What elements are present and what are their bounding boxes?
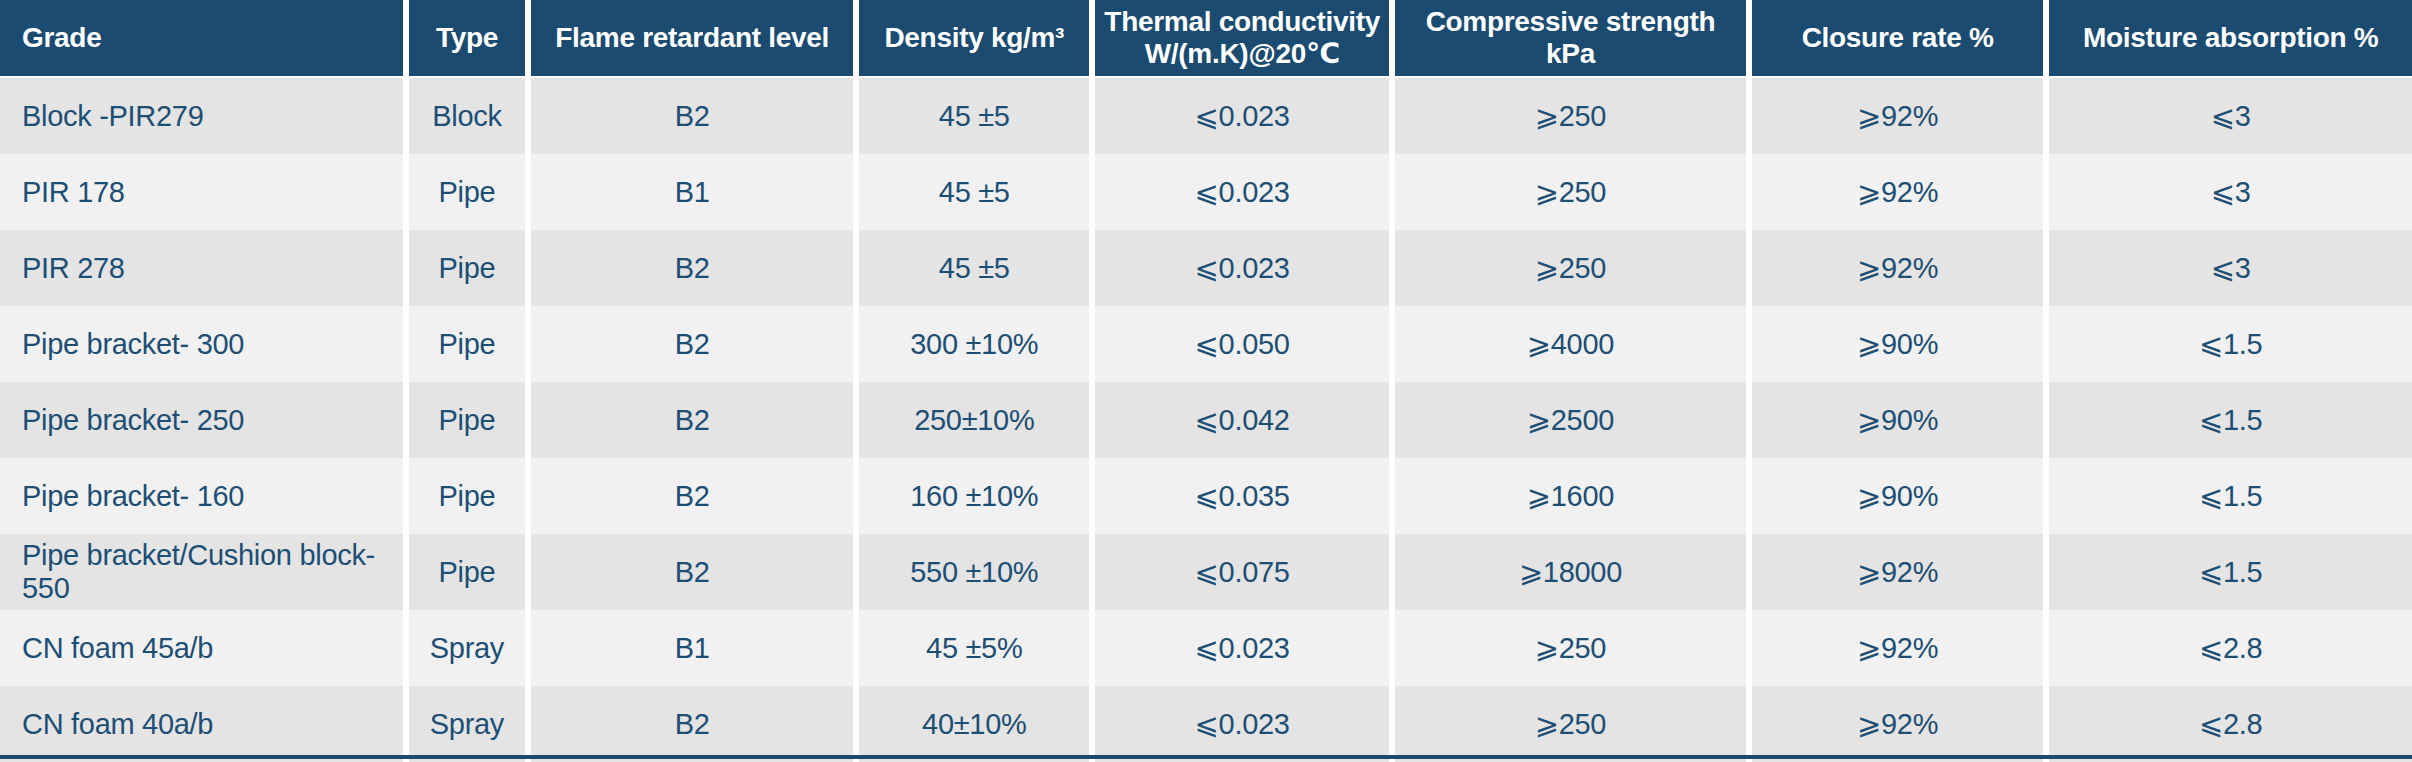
header-grade: Grade <box>0 0 403 78</box>
cell-thermal-conductivity: ⩽0.075 <box>1095 534 1389 610</box>
cell-closure-rate: ⩾92% <box>1752 686 2044 762</box>
cell-moisture-absorption: ⩽2.8 <box>2049 610 2412 686</box>
cell-compressive-strength: ⩾250 <box>1395 686 1746 762</box>
cell-compressive-strength: ⩾1600 <box>1395 458 1746 534</box>
cell-thermal-conductivity: ⩽0.042 <box>1095 382 1389 458</box>
cell-compressive-strength: ⩾2500 <box>1395 382 1746 458</box>
cell-compressive-strength: ⩾250 <box>1395 610 1746 686</box>
spec-table: Grade Type Flame retardant level Density… <box>0 0 2412 762</box>
cell-density: 45 ±5 <box>859 154 1089 230</box>
cell-closure-rate: ⩾92% <box>1752 610 2044 686</box>
cell-type: Pipe <box>409 534 525 610</box>
cell-closure-rate: ⩾92% <box>1752 154 2044 230</box>
cell-moisture-absorption: ⩽1.5 <box>2049 382 2412 458</box>
cell-type: Pipe <box>409 382 525 458</box>
cell-grade: Pipe bracket- 300 <box>0 306 403 382</box>
cell-thermal-conductivity: ⩽0.023 <box>1095 686 1389 762</box>
header-compressive-strength: Compressive strength kPa <box>1395 0 1746 78</box>
cell-moisture-absorption: ⩽3 <box>2049 78 2412 154</box>
cell-moisture-absorption: ⩽3 <box>2049 154 2412 230</box>
cell-closure-rate: ⩾90% <box>1752 382 2044 458</box>
cell-density: 45 ±5 <box>859 230 1089 306</box>
cell-compressive-strength: ⩾4000 <box>1395 306 1746 382</box>
cell-moisture-absorption: ⩽1.5 <box>2049 534 2412 610</box>
header-density: Density kg/m³ <box>859 0 1089 78</box>
cell-grade: CN foam 45a/b <box>0 610 403 686</box>
table-header: Grade Type Flame retardant level Density… <box>0 0 2412 78</box>
cell-grade: Pipe bracket/Cushion block- 550 <box>0 534 403 610</box>
cell-closure-rate: ⩾92% <box>1752 230 2044 306</box>
cell-type: Pipe <box>409 306 525 382</box>
cell-flame-retardant-level: B1 <box>531 154 853 230</box>
cell-density: 300 ±10% <box>859 306 1089 382</box>
cell-grade: Pipe bracket- 250 <box>0 382 403 458</box>
table-row: Pipe bracket- 160 Pipe B2 160 ±10% ⩽0.03… <box>0 458 2412 534</box>
header-moisture-absorption: Moisture absorption % <box>2049 0 2412 78</box>
cell-closure-rate: ⩾90% <box>1752 306 2044 382</box>
cell-type: Pipe <box>409 230 525 306</box>
cell-compressive-strength: ⩾18000 <box>1395 534 1746 610</box>
cell-density: 40±10% <box>859 686 1089 762</box>
cell-density: 250±10% <box>859 382 1089 458</box>
cell-moisture-absorption: ⩽1.5 <box>2049 458 2412 534</box>
table-row: Pipe bracket- 250 Pipe B2 250±10% ⩽0.042… <box>0 382 2412 458</box>
cell-thermal-conductivity: ⩽0.035 <box>1095 458 1389 534</box>
cell-density: 45 ±5% <box>859 610 1089 686</box>
header-flame-retardant-level: Flame retardant level <box>531 0 853 78</box>
cell-thermal-conductivity: ⩽0.023 <box>1095 230 1389 306</box>
cell-type: Spray <box>409 686 525 762</box>
cell-flame-retardant-level: B2 <box>531 534 853 610</box>
cell-moisture-absorption: ⩽1.5 <box>2049 306 2412 382</box>
table-row: PIR 178 Pipe B1 45 ±5 ⩽0.023 ⩾250 ⩾92% ⩽… <box>0 154 2412 230</box>
cell-flame-retardant-level: B2 <box>531 686 853 762</box>
header-type: Type <box>409 0 525 78</box>
cell-thermal-conductivity: ⩽0.023 <box>1095 154 1389 230</box>
cell-closure-rate: ⩾90% <box>1752 458 2044 534</box>
cell-type: Block <box>409 78 525 154</box>
cell-grade: PIR 278 <box>0 230 403 306</box>
cell-flame-retardant-level: B2 <box>531 382 853 458</box>
cell-compressive-strength: ⩾250 <box>1395 154 1746 230</box>
table-row: CN foam 45a/b Spray B1 45 ±5% ⩽0.023 ⩾25… <box>0 610 2412 686</box>
cell-compressive-strength: ⩾250 <box>1395 78 1746 154</box>
cell-density: 160 ±10% <box>859 458 1089 534</box>
cell-grade: Block -PIR279 <box>0 78 403 154</box>
cell-compressive-strength: ⩾250 <box>1395 230 1746 306</box>
cell-closure-rate: ⩾92% <box>1752 78 2044 154</box>
table-row: PIR 278 Pipe B2 45 ±5 ⩽0.023 ⩾250 ⩾92% ⩽… <box>0 230 2412 306</box>
table-row: Pipe bracket/Cushion block- 550 Pipe B2 … <box>0 534 2412 610</box>
table-body: Block -PIR279 Block B2 45 ±5 ⩽0.023 ⩾250… <box>0 78 2412 762</box>
header-thermal-conductivity: Thermal conductivity W/(m.K)@20℃ <box>1095 0 1389 78</box>
cell-flame-retardant-level: B2 <box>531 230 853 306</box>
cell-closure-rate: ⩾92% <box>1752 534 2044 610</box>
cell-moisture-absorption: ⩽2.8 <box>2049 686 2412 762</box>
header-closure-rate: Closure rate % <box>1752 0 2044 78</box>
table-row: Block -PIR279 Block B2 45 ±5 ⩽0.023 ⩾250… <box>0 78 2412 154</box>
cell-grade: CN foam 40a/b <box>0 686 403 762</box>
table-bottom-border <box>0 755 2412 759</box>
cell-thermal-conductivity: ⩽0.023 <box>1095 610 1389 686</box>
cell-grade: Pipe bracket- 160 <box>0 458 403 534</box>
cell-density: 45 ±5 <box>859 78 1089 154</box>
cell-type: Pipe <box>409 154 525 230</box>
table-row: CN foam 40a/b Spray B2 40±10% ⩽0.023 ⩾25… <box>0 686 2412 762</box>
cell-flame-retardant-level: B2 <box>531 78 853 154</box>
cell-type: Spray <box>409 610 525 686</box>
cell-grade: PIR 178 <box>0 154 403 230</box>
product-spec-table: Grade Type Flame retardant level Density… <box>0 0 2412 762</box>
header-row: Grade Type Flame retardant level Density… <box>0 0 2412 78</box>
cell-density: 550 ±10% <box>859 534 1089 610</box>
table-row: Pipe bracket- 300 Pipe B2 300 ±10% ⩽0.05… <box>0 306 2412 382</box>
cell-moisture-absorption: ⩽3 <box>2049 230 2412 306</box>
cell-flame-retardant-level: B2 <box>531 306 853 382</box>
cell-flame-retardant-level: B1 <box>531 610 853 686</box>
cell-thermal-conductivity: ⩽0.023 <box>1095 78 1389 154</box>
cell-thermal-conductivity: ⩽0.050 <box>1095 306 1389 382</box>
cell-flame-retardant-level: B2 <box>531 458 853 534</box>
cell-type: Pipe <box>409 458 525 534</box>
